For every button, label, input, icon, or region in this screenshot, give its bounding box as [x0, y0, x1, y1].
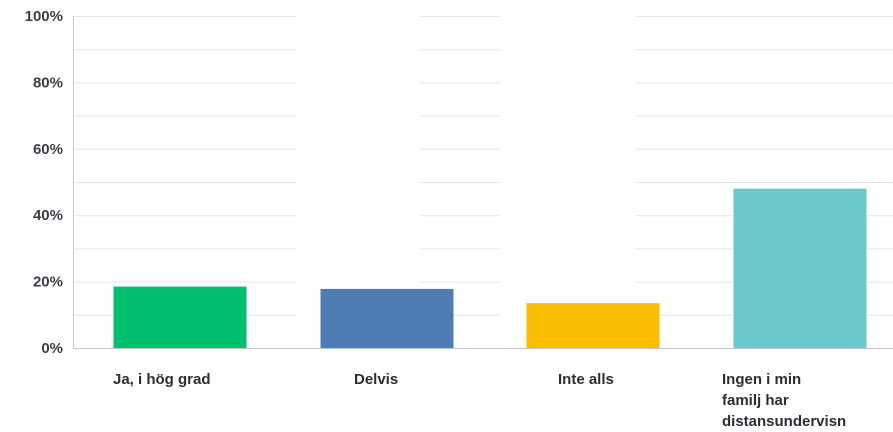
y-tick-label: 100%	[25, 8, 63, 25]
y-tick-label: 20%	[33, 274, 63, 291]
y-tick-label: 40%	[33, 207, 63, 224]
bar	[321, 289, 454, 348]
y-tick-label: 60%	[33, 141, 63, 158]
bar	[114, 287, 247, 348]
x-category-label-line: distansundervisn	[722, 413, 846, 430]
y-tick-label: 0%	[41, 340, 63, 357]
bar	[527, 303, 660, 348]
x-category-label-line: Inte alls	[558, 371, 614, 388]
bars	[114, 189, 867, 348]
x-category-label: Delvis	[354, 371, 398, 388]
x-category-label-line: Ingen i min	[722, 371, 801, 388]
x-category-label: Ja, i hög grad	[113, 371, 211, 388]
y-axis-tick-labels: 0% 20% 40% 60% 80% 100%	[25, 8, 63, 357]
x-category-label-line: familj har	[722, 392, 789, 409]
bar	[734, 189, 867, 348]
x-category-label-line: Delvis	[354, 371, 398, 388]
x-category-label-line: Ja, i hög grad	[113, 371, 211, 388]
x-category-label: Ingen i min familj har distansundervisn	[722, 371, 846, 430]
x-axis-category-labels: Ja, i hög grad Delvis Inte alls Ingen i min…	[113, 371, 846, 430]
y-tick-label: 80%	[33, 74, 63, 91]
x-category-label: Inte alls	[558, 371, 614, 388]
